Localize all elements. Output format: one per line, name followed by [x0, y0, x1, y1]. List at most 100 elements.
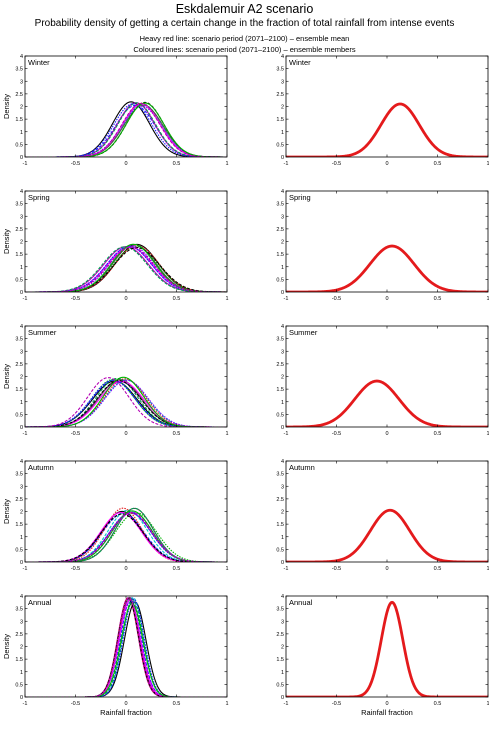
y-tick-label: 4 — [281, 459, 284, 465]
figure-subtitle: Probability density of getting a certain… — [34, 18, 455, 29]
season-label: Autumn — [28, 463, 54, 472]
y-axis-label: Density — [2, 364, 11, 389]
x-tick-label: 0 — [385, 701, 388, 707]
legend-note-mean: Heavy red line: scenario period (2071–21… — [139, 34, 350, 43]
axes-frame — [24, 460, 228, 563]
member-curve-8 — [25, 377, 227, 427]
y-tick-label: 1 — [281, 670, 284, 676]
y-tick-label: 2.5 — [15, 362, 23, 368]
y-tick-label: 4 — [20, 594, 23, 600]
x-tick-label: -1 — [284, 161, 289, 167]
y-tick-label: 2.5 — [276, 92, 284, 98]
panel-winter-members: 0 0.5 1 1.5 2 2.5 3 3.5 4 -1 -0.5 0 0.5 1 Winter Densit… — [2, 54, 229, 167]
member-curve-4 — [25, 512, 227, 562]
y-tick-label: 3.5 — [276, 472, 284, 478]
member-curve-10 — [25, 246, 227, 292]
x-tick-label: 0.5 — [173, 296, 181, 302]
member-curve-9 — [25, 105, 227, 157]
y-tick-label: 2 — [281, 240, 284, 246]
member-curve-12 — [25, 512, 227, 562]
x-tick-label: 1 — [225, 566, 228, 572]
y-tick-label: 0 — [281, 290, 284, 296]
y-tick-label: 1 — [281, 400, 284, 406]
x-tick-label: 0 — [124, 431, 127, 437]
season-label: Spring — [28, 193, 50, 202]
member-curve-3 — [25, 378, 227, 427]
member-curve-8 — [25, 246, 227, 292]
member-curve-2 — [25, 512, 227, 562]
x-tick-label: -1 — [23, 161, 28, 167]
y-tick-label: 3.5 — [15, 337, 23, 343]
season-label: Summer — [28, 328, 57, 337]
member-curve-1 — [25, 601, 227, 697]
y-tick-label: 2.5 — [15, 632, 23, 638]
x-tick-label: -0.5 — [332, 701, 341, 707]
member-curve-8 — [25, 102, 227, 157]
x-tick-label: 0 — [124, 161, 127, 167]
season-label: Spring — [289, 193, 311, 202]
x-tick-label: 0 — [385, 296, 388, 302]
mean-curve — [286, 102, 488, 157]
member-curve-3 — [25, 512, 227, 562]
mean-curve — [286, 379, 488, 427]
x-tick-label: 0 — [385, 161, 388, 167]
x-tick-label: -1 — [23, 701, 28, 707]
y-tick-label: 4 — [20, 54, 23, 60]
x-tick-label: -0.5 — [71, 161, 80, 167]
y-tick-label: 4 — [281, 189, 284, 195]
y-tick-label: 3.5 — [276, 607, 284, 613]
member-curve-14 — [25, 597, 227, 697]
y-tick-label: 1 — [281, 265, 284, 271]
y-tick-label: 4 — [281, 54, 284, 60]
member-curve-12 — [25, 598, 227, 697]
x-tick-label: 0.5 — [434, 566, 442, 572]
y-tick-label: 2 — [20, 105, 23, 111]
member-curve-2 — [25, 245, 227, 292]
mean-curve — [286, 244, 488, 292]
x-tick-label: 0.5 — [173, 566, 181, 572]
y-tick-label: 1.5 — [276, 387, 284, 393]
season-label: Summer — [289, 328, 318, 337]
axes-frame — [285, 325, 489, 428]
member-curve-8 — [25, 598, 227, 697]
member-curve-13 — [25, 602, 227, 697]
member-curve-2 — [25, 597, 227, 697]
y-tick-label: 0 — [281, 425, 284, 431]
y-tick-label: 0 — [20, 695, 23, 701]
x-tick-label: -0.5 — [332, 296, 341, 302]
x-tick-label: 0 — [124, 566, 127, 572]
y-tick-label: 0 — [20, 425, 23, 431]
y-tick-label: 3 — [281, 484, 284, 490]
y-tick-label: 3.5 — [15, 472, 23, 478]
y-tick-label: 2.5 — [15, 227, 23, 233]
panel-winter-mean: 0 0.5 1 1.5 2 2.5 3 3.5 4 -1 -0.5 0 0.5 1 Winter — [276, 54, 489, 167]
y-tick-label: 2 — [281, 645, 284, 651]
y-tick-label: 3 — [20, 79, 23, 85]
x-tick-label: 0.5 — [434, 701, 442, 707]
axes-frame — [285, 190, 489, 293]
member-curve-13 — [25, 376, 227, 427]
y-tick-label: 1.5 — [15, 117, 23, 123]
y-tick-label: 0.5 — [276, 277, 284, 283]
x-tick-label: -0.5 — [71, 296, 80, 302]
axes-frame — [24, 595, 228, 698]
x-tick-label: 0 — [385, 431, 388, 437]
figure-title: Eskdalemuir A2 scenario — [175, 2, 314, 16]
y-tick-label: 2 — [20, 375, 23, 381]
legend-note-members: Coloured lines: scenario period (2071–21… — [133, 45, 356, 54]
member-curve-10 — [25, 511, 227, 562]
member-curve-5 — [25, 246, 227, 292]
y-tick-label: 2 — [281, 105, 284, 111]
x-tick-label: -0.5 — [332, 566, 341, 572]
x-tick-label: 1 — [486, 431, 489, 437]
member-curve-7 — [25, 104, 227, 157]
mean-curve — [286, 600, 488, 697]
axes-frame — [285, 55, 489, 158]
x-tick-label: -1 — [284, 431, 289, 437]
x-tick-label: 0.5 — [173, 701, 181, 707]
y-tick-label: 2.5 — [276, 632, 284, 638]
y-tick-label: 0.5 — [15, 412, 23, 418]
x-tick-label: 0 — [124, 296, 127, 302]
panel-autumn-members: 0 0.5 1 1.5 2 2.5 3 3.5 4 -1 -0.5 0 0.5 1 Autumn Densit… — [2, 459, 229, 572]
member-curve-12 — [25, 245, 227, 292]
